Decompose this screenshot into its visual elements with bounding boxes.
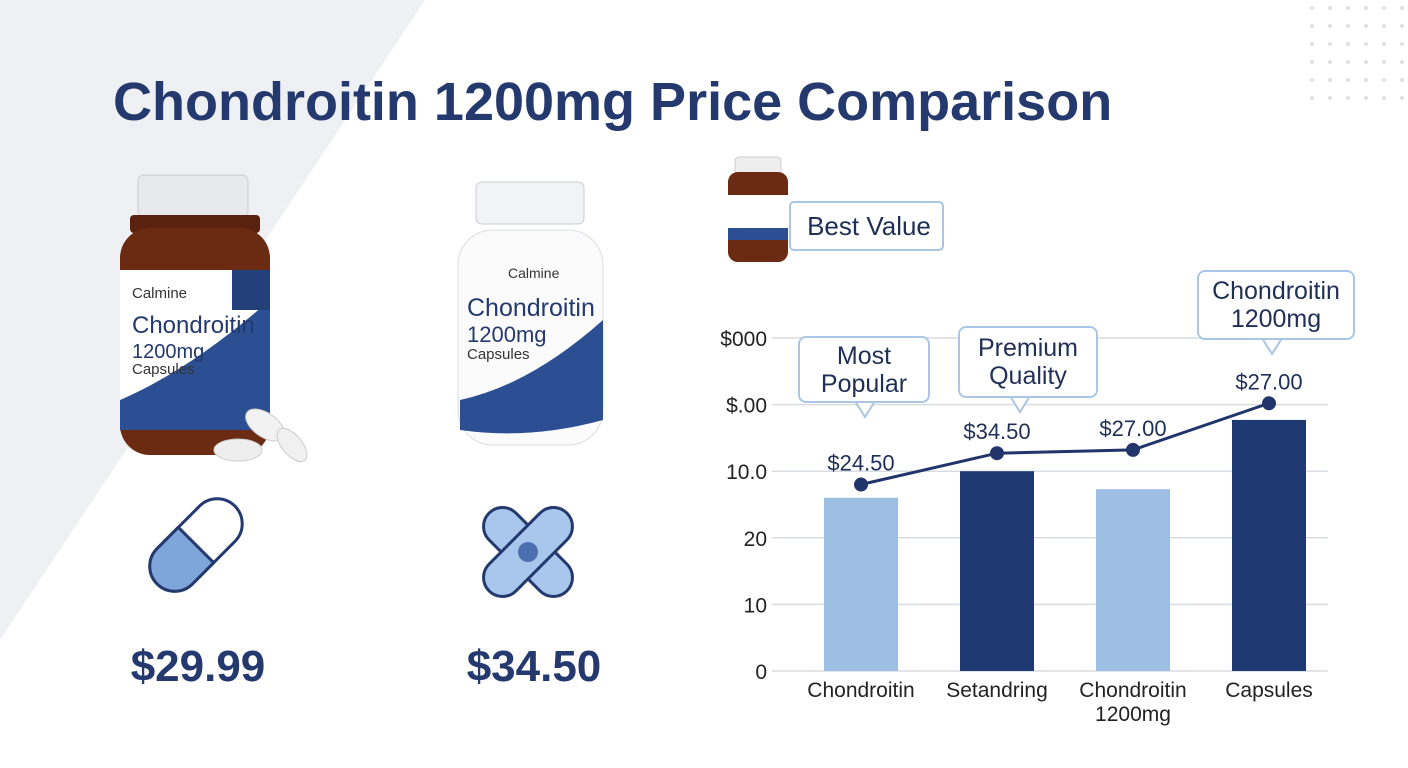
point-label: $27.00 [1099, 416, 1166, 441]
x-tick-label: Capsules [1225, 679, 1313, 702]
dot [1328, 78, 1332, 82]
dot [1346, 78, 1350, 82]
dot [1364, 24, 1368, 28]
callout: Chondroitin 1200mg [1197, 270, 1355, 340]
dot [1364, 60, 1368, 64]
point-label: $34.50 [963, 419, 1030, 444]
dot [1364, 78, 1368, 82]
dot [1400, 24, 1404, 28]
dot [1346, 96, 1350, 100]
dot [1310, 6, 1314, 10]
product-name: Chondroitin [132, 312, 255, 339]
bar [960, 471, 1034, 671]
point-label: $27.00 [1235, 369, 1302, 394]
price: $29.99 [131, 642, 266, 691]
y-tick-label: 10.0 [726, 461, 767, 484]
point-label: $24.50 [827, 451, 894, 476]
dot [1310, 42, 1314, 46]
product-name: Chondroitin [467, 294, 595, 322]
callout-pointer [1260, 337, 1284, 356]
capsule-icon [148, 497, 244, 593]
dot [1382, 42, 1386, 46]
dot [1400, 42, 1404, 46]
dot [1364, 6, 1368, 10]
y-tick-label: 20 [744, 528, 767, 551]
line-point [1126, 442, 1140, 457]
form: Capsules [132, 361, 195, 378]
dot [1364, 42, 1368, 46]
dot [1364, 96, 1368, 100]
dot [1400, 6, 1404, 10]
dot [1400, 78, 1404, 82]
dot [1382, 24, 1386, 28]
product-bottle: Calmine Chondroitin 1200mg Capsules [120, 174, 308, 463]
bar [1232, 419, 1306, 671]
line-point [1262, 396, 1276, 411]
bar [1096, 489, 1170, 671]
dot [1400, 60, 1404, 64]
dot [1346, 60, 1350, 64]
dot [1328, 60, 1332, 64]
callout: Most Popular [798, 336, 930, 403]
dot [1328, 96, 1332, 100]
line-point [854, 477, 868, 492]
x-tick-label: Chondroitin [807, 679, 915, 702]
dot [1382, 78, 1386, 82]
callout-pointer [853, 400, 877, 419]
brand: Calmine [508, 265, 560, 281]
x-tick-label: Setandring [946, 679, 1048, 702]
dot [1382, 6, 1386, 10]
form: Capsules [467, 346, 530, 363]
dot [1382, 96, 1386, 100]
dot [1328, 42, 1332, 46]
dot [1346, 6, 1350, 10]
x-tick-label: Chondroitin 1200mg [1079, 679, 1187, 726]
badge-text: Best Value [807, 211, 931, 241]
cross-capsule-icon [482, 506, 574, 598]
line-point [990, 446, 1004, 461]
badge: Best Value [728, 156, 944, 262]
line [860, 401, 1270, 486]
price: $34.50 [467, 642, 602, 691]
dot [1328, 24, 1332, 28]
dot [1346, 42, 1350, 46]
y-tick-label: $000 [720, 328, 767, 351]
callout: Premium Quality [958, 326, 1098, 398]
product-bottle: Calmine Chondroitin 1200mg Capsules [457, 181, 604, 446]
dot [1310, 60, 1314, 64]
dot [1310, 96, 1314, 100]
brand: Calmine [132, 285, 187, 302]
y-tick-label: 0 [755, 661, 767, 684]
dot [1382, 60, 1386, 64]
dot [1310, 78, 1314, 82]
dose: 1200mg [467, 322, 547, 347]
bar [824, 497, 898, 671]
dot [1400, 96, 1404, 100]
y-tick-label: 10 [744, 594, 767, 617]
dot [1328, 6, 1332, 10]
dot-pattern [1310, 6, 1404, 100]
dose: 1200mg [132, 341, 204, 363]
y-tick-label: $.00 [726, 395, 767, 418]
dot [1310, 24, 1314, 28]
title: Chondroitin 1200mg Price Comparison [113, 72, 1112, 132]
dot [1346, 24, 1350, 28]
